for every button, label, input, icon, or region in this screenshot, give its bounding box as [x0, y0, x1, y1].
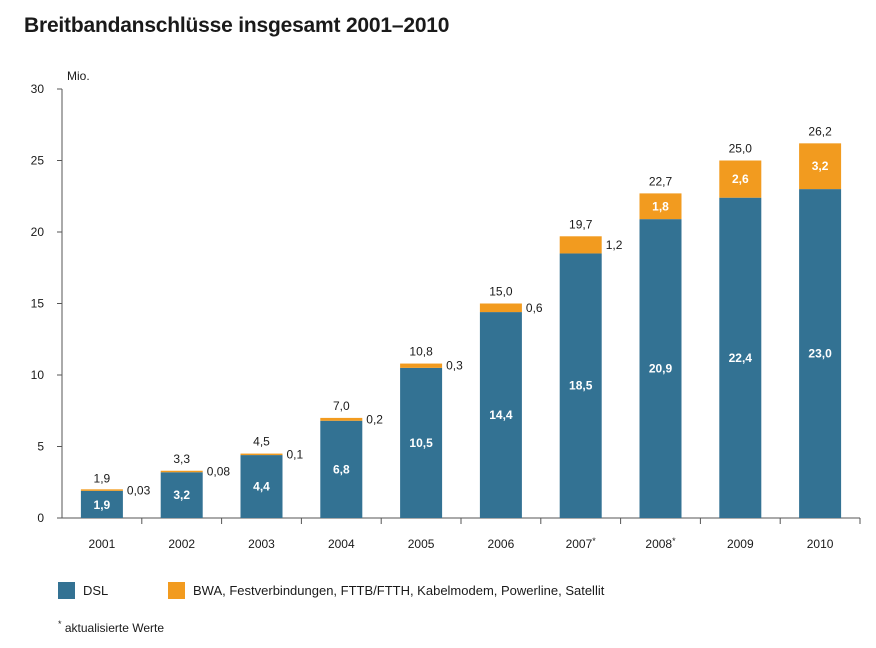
x-tick-label: 2004 [328, 537, 355, 551]
data-label-bwa: 1,8 [652, 199, 669, 213]
data-label-total: 3,3 [173, 452, 190, 466]
y-tick-label: 5 [37, 440, 44, 454]
legend-swatch-dsl [58, 582, 75, 599]
footnote-marker: * [58, 619, 62, 629]
bar-bwa [639, 193, 682, 220]
x-tick-label: 2001 [89, 537, 116, 551]
legend-label-other: BWA, Festverbindungen, FTTB/FTTH, Kabelm… [193, 583, 605, 598]
bar-bwa [559, 236, 602, 254]
data-label-dsl: 23,0 [808, 347, 832, 361]
y-tick-label: 20 [31, 225, 45, 239]
y-unit-label: Mio. [67, 69, 90, 83]
y-tick-label: 15 [31, 297, 45, 311]
x-tick-label: 2003 [248, 537, 275, 551]
bar-dsl [479, 312, 522, 518]
bar-dsl [160, 472, 203, 518]
y-tick-label: 25 [31, 154, 45, 168]
data-label-total: 1,9 [94, 471, 111, 485]
data-label-dsl: 18,5 [569, 379, 593, 393]
data-label-total: 22,7 [649, 174, 673, 188]
data-label-total: 25,0 [729, 142, 753, 156]
bar-dsl [639, 219, 682, 518]
data-label-bwa: 0,6 [526, 301, 543, 315]
legend-item-other: BWA, Festverbindungen, FTTB/FTTH, Kabelm… [168, 582, 604, 599]
bar-dsl [320, 420, 363, 518]
bar-bwa [799, 143, 842, 190]
data-label-bwa: 0,03 [127, 484, 151, 498]
data-label-bwa: 3,2 [812, 159, 829, 173]
x-tick-label: 2010 [807, 537, 834, 551]
data-label-dsl: 14,4 [489, 408, 513, 422]
bar-dsl [80, 490, 123, 518]
y-tick-label: 30 [31, 82, 45, 96]
data-label-dsl: 6,8 [333, 462, 350, 476]
bar-dsl [400, 367, 443, 518]
bar-bwa [80, 489, 123, 491]
x-tick-label: 2006 [488, 537, 515, 551]
data-label-total: 10,8 [409, 345, 433, 359]
data-label-total: 19,7 [569, 217, 593, 231]
y-tick-label: 10 [31, 368, 45, 382]
x-tick-label: 2008* [645, 536, 676, 551]
data-label-bwa: 0,08 [207, 465, 231, 479]
data-label-total: 15,0 [489, 285, 513, 299]
legend-swatch-other [168, 582, 185, 599]
bar-dsl [719, 197, 762, 518]
x-tick-label: 2005 [408, 537, 435, 551]
data-label-bwa: 0,1 [287, 447, 304, 461]
data-label-dsl: 22,4 [729, 351, 753, 365]
bar-bwa [719, 160, 762, 198]
data-label-total: 4,5 [253, 435, 270, 449]
bar-dsl [240, 455, 283, 518]
bar-bwa [160, 470, 203, 473]
data-label-dsl: 20,9 [649, 362, 673, 376]
data-label-dsl: 1,9 [94, 498, 111, 512]
data-label-bwa: 2,6 [732, 172, 749, 186]
bar-dsl [559, 253, 602, 518]
x-tick-label: 2002 [168, 537, 195, 551]
bar-bwa [240, 453, 283, 456]
data-label-dsl: 4,4 [253, 480, 270, 494]
chart-title: Breitbandanschlüsse insgesamt 2001–2010 [24, 14, 450, 37]
legend-label-dsl: DSL [83, 583, 109, 598]
x-tick-label: 2007* [566, 536, 597, 551]
footnote: * aktualisierte Werte [58, 619, 164, 635]
bar-bwa [400, 363, 443, 368]
data-label-dsl: 3,2 [173, 488, 190, 502]
legend-item-dsl: DSL [58, 582, 108, 599]
x-tick-label: 2009 [727, 537, 754, 551]
footnote-text: aktualisierte Werte [64, 621, 165, 635]
bar-bwa [320, 417, 363, 421]
data-label-bwa: 0,2 [366, 412, 383, 426]
data-label-dsl: 10,5 [409, 436, 433, 450]
bar-bwa [479, 303, 522, 313]
data-label-bwa: 1,2 [606, 238, 623, 252]
data-label-total: 26,2 [808, 124, 832, 138]
y-tick-label: 0 [37, 511, 44, 525]
data-label-total: 7,0 [333, 399, 350, 413]
bar-dsl [799, 189, 842, 518]
data-label-bwa: 0,3 [446, 359, 463, 373]
